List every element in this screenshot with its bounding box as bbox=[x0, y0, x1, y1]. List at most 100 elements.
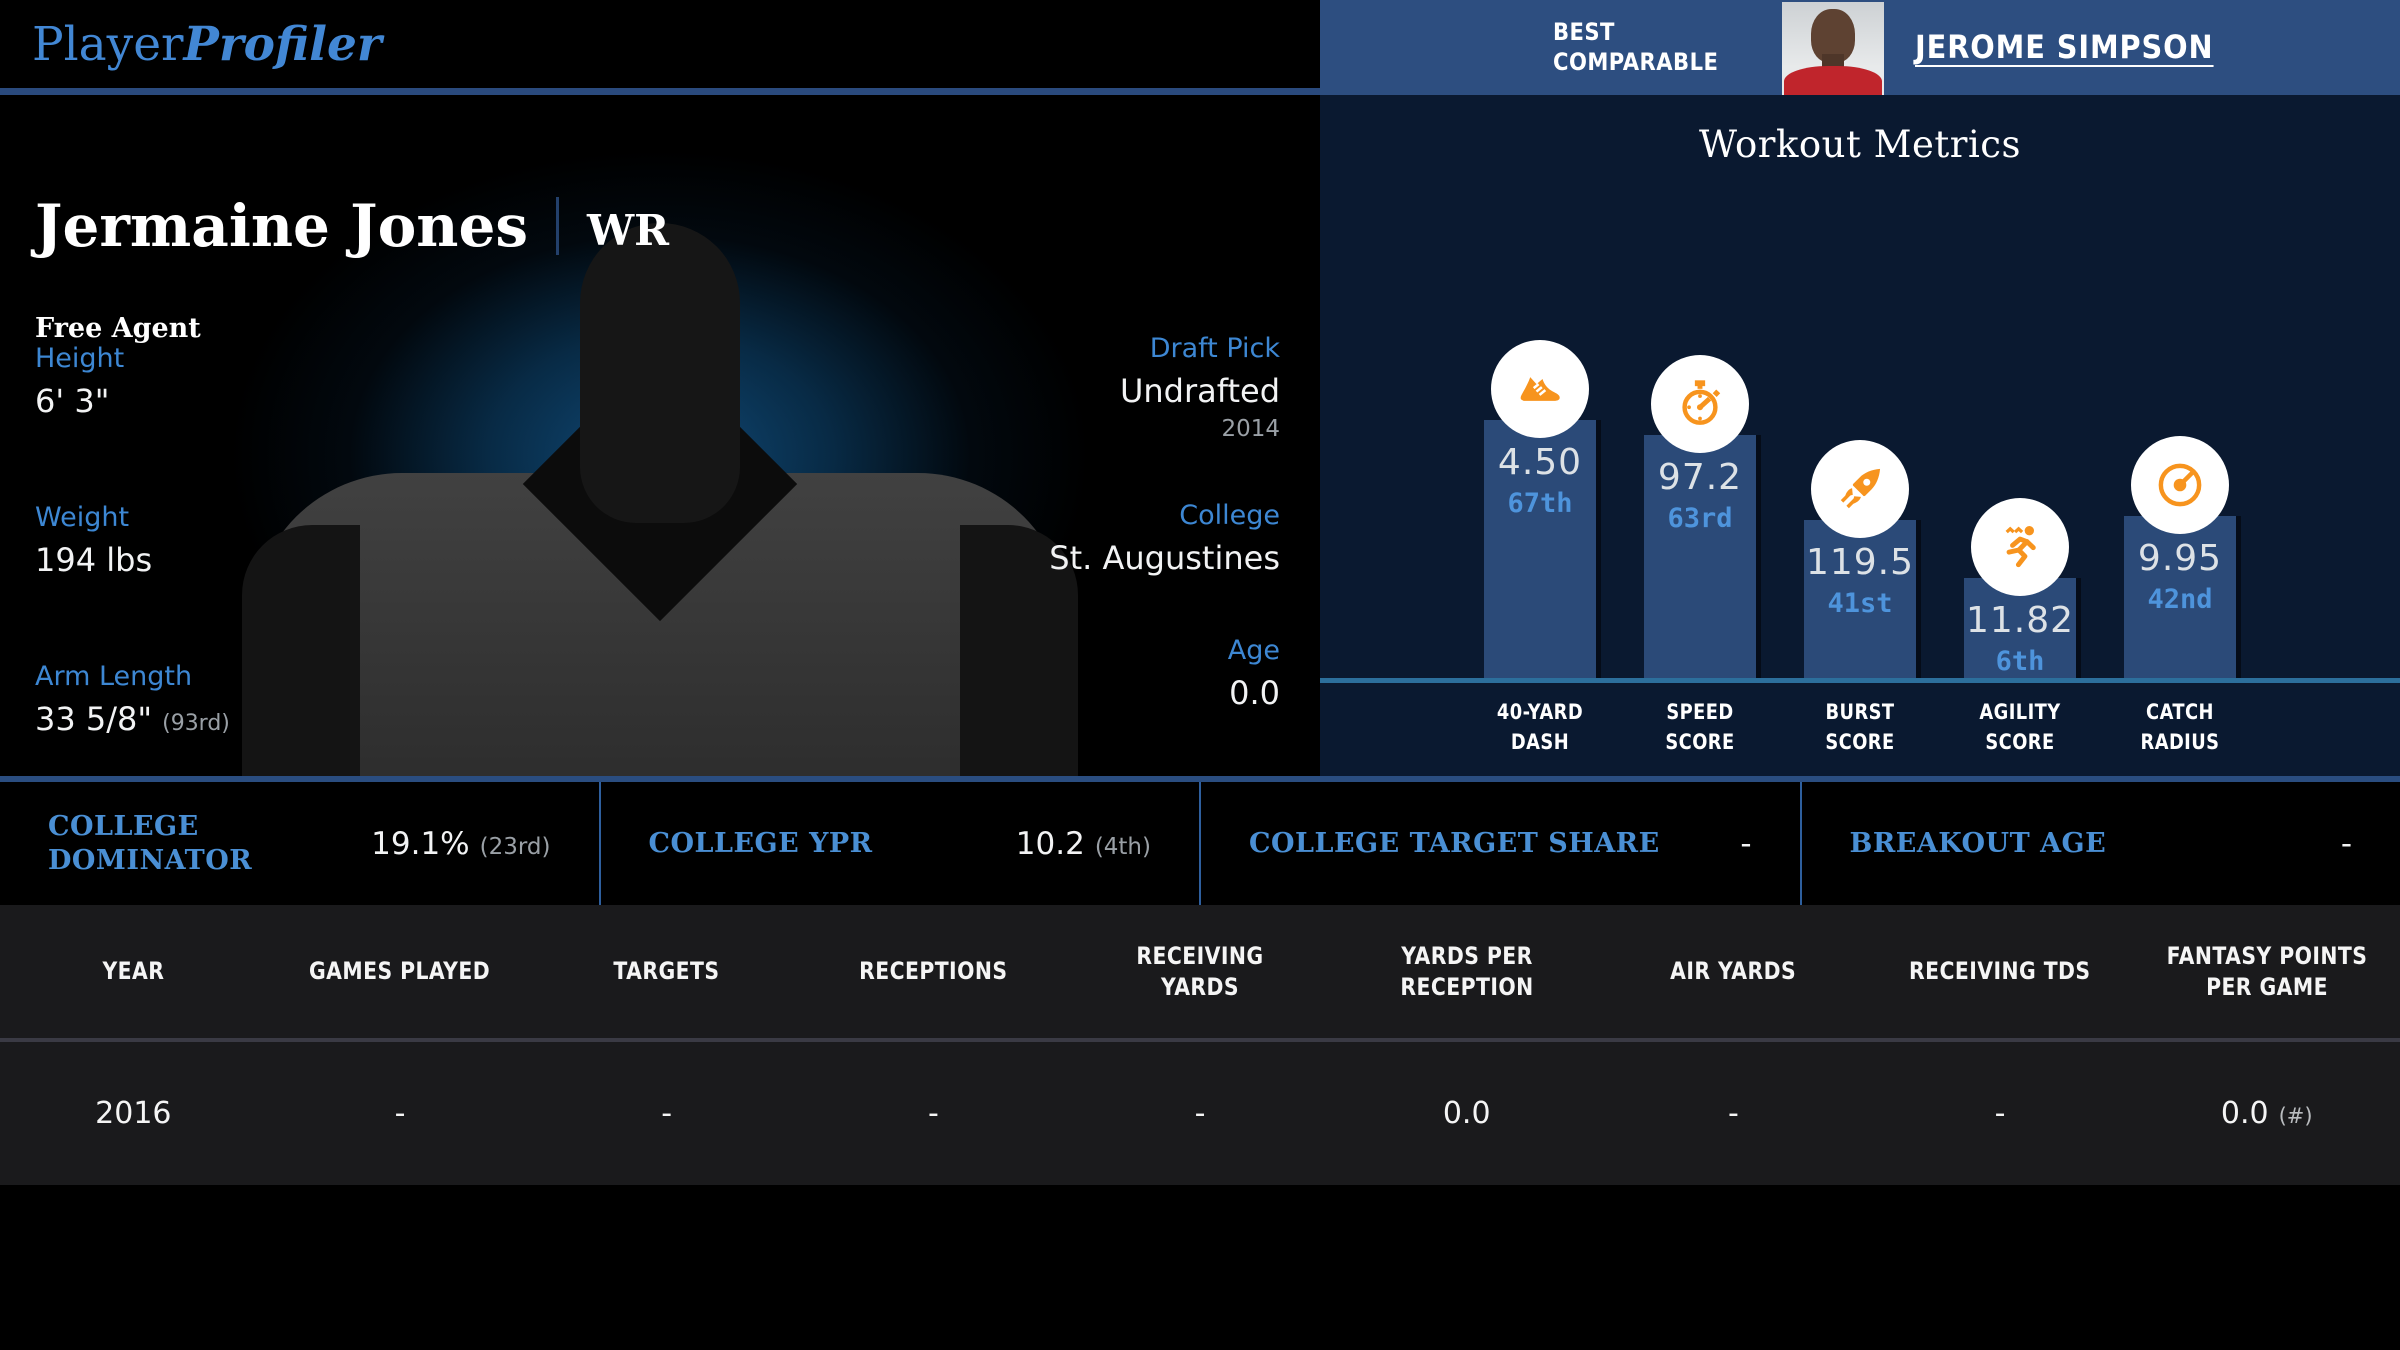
player-name-row: Jermaine Jones WR bbox=[35, 192, 670, 260]
table-cell: - bbox=[927, 1096, 939, 1131]
college-stat-label: COLLEGE DOMINATOR bbox=[48, 810, 253, 876]
bio-label: Arm Length bbox=[35, 661, 193, 692]
bio-row: Height 6' 3" bbox=[35, 343, 230, 420]
bio-value: Undrafted bbox=[1119, 372, 1280, 410]
metric-category-label: SPEED SCORE bbox=[1665, 700, 1735, 754]
metric-percentile: 41st bbox=[1827, 588, 1893, 619]
college-stat-cell: COLLEGE YPR 10.2 (4th) bbox=[598, 782, 1200, 905]
rocket-icon bbox=[1811, 440, 1909, 538]
table-column-header: RECEIVING YARDS bbox=[1136, 941, 1264, 1001]
metric-bar: 97.2 63rd bbox=[1644, 355, 1756, 678]
bio-label: Age bbox=[1227, 635, 1280, 666]
avatar-jersey bbox=[1784, 66, 1882, 95]
college-stat-value: - bbox=[2340, 825, 2352, 862]
college-stats-strip: COLLEGE DOMINATOR 19.1% (23rd) COLLEGE YPR 1… bbox=[0, 776, 2400, 905]
metric-bar: 4.50 67th bbox=[1484, 340, 1596, 678]
bio-row: Arm Length 33 5/8" (93rd) bbox=[35, 661, 230, 738]
college-stat-value: 10.2 (4th) bbox=[1015, 825, 1151, 862]
bio-value: 0.0 bbox=[1229, 674, 1280, 712]
metric-category-label: BURST SCORE bbox=[1825, 700, 1895, 754]
metric-value: 11.82 bbox=[1965, 600, 2075, 641]
bio-row: Draft Pick Undrafted 2014 bbox=[1049, 333, 1280, 442]
logo-word-player: Player bbox=[32, 16, 184, 72]
bio-subvalue: 2014 bbox=[1221, 416, 1280, 442]
shoe-icon bbox=[1491, 340, 1589, 438]
college-stat-label: COLLEGE YPR bbox=[648, 827, 873, 859]
college-stat-value: 19.1% (23rd) bbox=[371, 825, 551, 862]
top-header: PlayerProfiler bbox=[0, 0, 1320, 95]
metric-value: 4.50 bbox=[1497, 442, 1583, 483]
player-silhouette-sleeve bbox=[242, 525, 360, 776]
metric-percentile: 6th bbox=[1995, 646, 2045, 677]
comparable-player-photo bbox=[1782, 2, 1884, 95]
stopwatch-icon bbox=[1651, 355, 1749, 453]
player-silhouette-head bbox=[580, 223, 740, 523]
metric-category-label: CATCH RADIUS bbox=[2140, 700, 2220, 754]
fantasy-points-note: (#) bbox=[2278, 1104, 2313, 1128]
college-stat-value: - bbox=[1740, 825, 1752, 862]
table-column-header: GAMES PLAYED bbox=[309, 957, 491, 985]
table-cell: 0.0 bbox=[1442, 1096, 1491, 1131]
college-stat-label: COLLEGE TARGET SHARE bbox=[1249, 827, 1660, 859]
college-stat-label: BREAKOUT AGE bbox=[1849, 827, 2107, 859]
bio-row: Weight 194 lbs bbox=[35, 502, 230, 579]
best-comparable-banner: BEST COMPARABLE JEROME SIMPSON bbox=[1320, 0, 2400, 95]
comparable-player-link[interactable]: JEROME SIMPSON bbox=[1915, 28, 2214, 66]
logo-word-profiler: Profiler bbox=[183, 16, 382, 72]
table-cell: 2016 bbox=[95, 1096, 172, 1131]
bio-row: College St. Augustines bbox=[1049, 500, 1280, 577]
table-column-header: RECEPTIONS bbox=[859, 957, 1008, 985]
bio-label: College bbox=[1179, 500, 1280, 531]
workout-metrics-title: Workout Metrics bbox=[1698, 123, 2022, 166]
best-comparable-label: BEST COMPARABLE bbox=[1553, 18, 1719, 76]
college-stat-percentile: (4th) bbox=[1094, 833, 1151, 860]
workout-metrics-panel: Workout Metrics 4.50 67th 97.2 63rd 119.5 41s… bbox=[1320, 95, 2400, 776]
bio-value: 194 lbs bbox=[35, 541, 153, 579]
metric-percentile: 63rd bbox=[1667, 503, 1733, 534]
name-position-divider bbox=[556, 196, 559, 255]
college-stat-percentile: (23rd) bbox=[479, 833, 551, 860]
season-stats-table-header: YEAR GAMES PLAYED TARGETS RECEPTIONS RECEIVI… bbox=[0, 905, 2400, 1038]
table-column-header: RECEIVING TDS bbox=[1909, 957, 2091, 985]
table-column-header: TARGETS bbox=[613, 957, 720, 985]
player-name: Jermaine Jones bbox=[35, 192, 528, 260]
metric-value: 9.95 bbox=[2137, 538, 2223, 579]
table-header-separator bbox=[0, 1038, 2400, 1042]
metric-bar: 11.82 6th bbox=[1964, 498, 2076, 678]
table-cell: - bbox=[1994, 1096, 2006, 1131]
bio-value: 33 5/8" (93rd) bbox=[35, 700, 230, 738]
bio-left-column: Height 6' 3" Weight 194 lbs Arm Length 33 5/8… bbox=[35, 343, 230, 738]
metric-category-label: 40-YARD DASH bbox=[1496, 700, 1584, 754]
table-cell: - bbox=[661, 1096, 673, 1131]
metric-percentile: 67th bbox=[1507, 488, 1573, 519]
catch-radius-icon bbox=[2131, 436, 2229, 534]
metric-value: 119.5 bbox=[1805, 542, 1915, 583]
chart-baseline bbox=[1320, 678, 2400, 683]
season-stats-table-row: 2016 - - - - 0.0 - - 0.0 (#) bbox=[0, 1042, 2400, 1185]
bio-label: Draft Pick bbox=[1149, 333, 1280, 364]
bio-right-column: Draft Pick Undrafted 2014 College St. August… bbox=[1049, 333, 1280, 712]
college-stat-cell: BREAKOUT AGE - bbox=[1799, 782, 2400, 905]
table-cell: - bbox=[394, 1096, 406, 1131]
player-position: WR bbox=[587, 206, 670, 256]
bio-label: Weight bbox=[35, 502, 130, 533]
metric-percentile: 42nd bbox=[2147, 584, 2213, 615]
table-column-header: YEAR bbox=[102, 957, 165, 985]
table-cell-fantasy-points: 0.0 (#) bbox=[2220, 1096, 2313, 1131]
player-silhouette-sleeve bbox=[960, 525, 1078, 776]
metric-bar: 9.95 42nd bbox=[2124, 436, 2236, 678]
player-team-status: Free Agent bbox=[35, 313, 201, 344]
metric-category-label: AGILITY SCORE bbox=[1979, 700, 2061, 754]
table-column-header: YARDS PER RECEPTION bbox=[1400, 941, 1534, 1001]
playerprofiler-logo[interactable]: PlayerProfiler bbox=[32, 17, 382, 72]
table-cell: - bbox=[1727, 1096, 1739, 1131]
runner-icon bbox=[1971, 498, 2069, 596]
bio-value: St. Augustines bbox=[1049, 539, 1280, 577]
bio-label: Height bbox=[35, 343, 125, 374]
bio-percentile: (93rd) bbox=[162, 711, 230, 736]
college-stat-cell: COLLEGE DOMINATOR 19.1% (23rd) bbox=[0, 782, 599, 905]
metric-value: 97.2 bbox=[1657, 457, 1743, 498]
metric-bar: 119.5 41st bbox=[1804, 440, 1916, 678]
bio-value: 6' 3" bbox=[35, 382, 110, 420]
